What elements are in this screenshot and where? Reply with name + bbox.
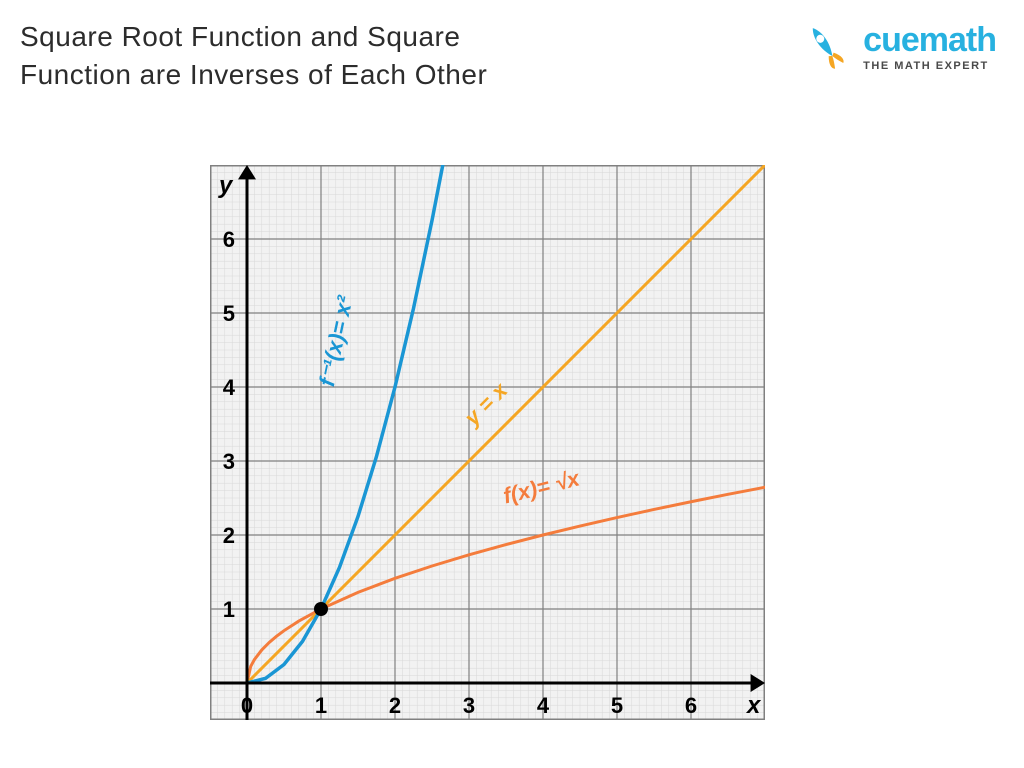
svg-text:1: 1 (223, 597, 235, 622)
svg-text:0: 0 (241, 693, 253, 718)
svg-text:5: 5 (223, 301, 235, 326)
svg-text:6: 6 (223, 227, 235, 252)
page-title: Square Root Function and Square Function… (20, 18, 487, 94)
svg-text:2: 2 (223, 523, 235, 548)
svg-text:4: 4 (537, 693, 550, 718)
svg-text:3: 3 (463, 693, 475, 718)
inverse-functions-chart: 0123456123456xyf(x)= √xy = xf⁻¹(x)= x² (210, 165, 765, 725)
chart-svg: 0123456123456xyf(x)= √xy = xf⁻¹(x)= x² (210, 165, 765, 720)
brand-tagline: THE MATH EXPERT (863, 61, 996, 72)
svg-text:3: 3 (223, 449, 235, 474)
intersection-point (314, 602, 328, 616)
brand-name: cuemath (863, 23, 996, 57)
svg-text:1: 1 (315, 693, 327, 718)
x-axis-label: x (745, 692, 762, 719)
svg-text:4: 4 (223, 375, 236, 400)
svg-text:5: 5 (611, 693, 623, 718)
y-axis-label: y (218, 172, 234, 199)
title-line-1: Square Root Function and Square (20, 21, 460, 52)
rocket-icon (799, 20, 853, 74)
svg-text:2: 2 (389, 693, 401, 718)
svg-text:6: 6 (685, 693, 697, 718)
title-line-2: Function are Inverses of Each Other (20, 59, 487, 90)
brand-logo: cuemath THE MATH EXPERT (799, 20, 996, 74)
